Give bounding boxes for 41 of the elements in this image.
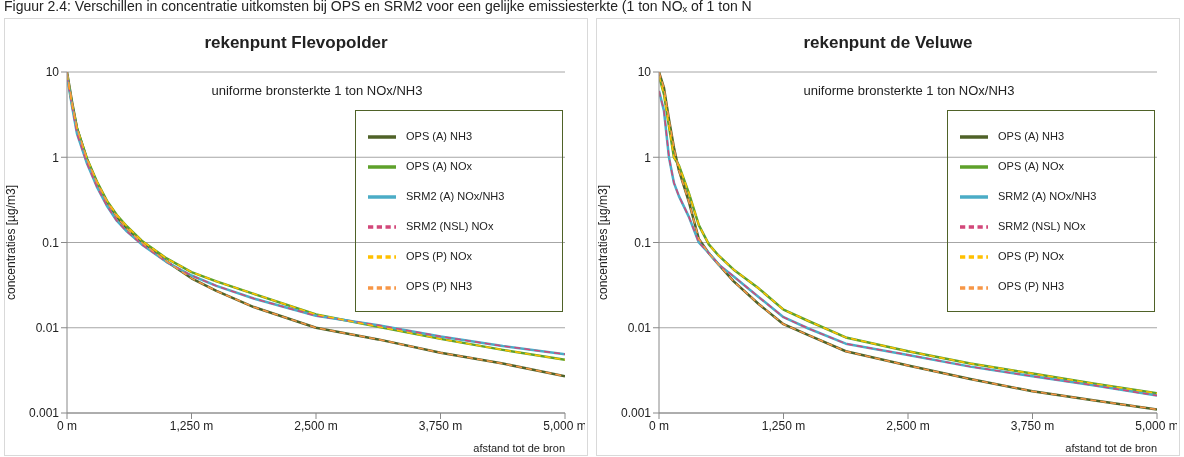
y-tick-label: 0.01 bbox=[627, 321, 652, 336]
x-tick-label: 0 m bbox=[648, 418, 670, 433]
x-tick-label: 3,750 m bbox=[1010, 418, 1055, 433]
y-tick-label: 10 bbox=[45, 65, 60, 80]
legend-label: OPS (P) NOx bbox=[406, 250, 473, 263]
legend-label: OPS (A) NOx bbox=[406, 160, 473, 173]
legend-label: SRM2 (NSL) NOx bbox=[998, 220, 1086, 233]
text: Figuur 2.4: Verschillen in concentratie uitkomsten bij OPS en SRM2 voor een gelijke emissiesterkte (1 ton NOₓ of 1 ton N bbox=[4, 0, 752, 14]
y-tick-label: 0.1 bbox=[42, 235, 60, 250]
text: uniforme bronsterkte 1 ton NOx/NH3 bbox=[802, 83, 1016, 98]
x-tick-label: 1,250 m bbox=[761, 418, 806, 433]
legend-label: SRM2 (A) NOx/NH3 bbox=[998, 190, 1097, 203]
y-tick-label: 1 bbox=[52, 150, 60, 165]
y-tick-label: 0.001 bbox=[620, 406, 652, 421]
legend-label: OPS (A) NOx bbox=[998, 160, 1065, 173]
y-tick-label: 0.1 bbox=[634, 235, 652, 250]
x-tick-label: 5,000 m bbox=[543, 418, 587, 433]
text: uniforme bronsterkte 1 ton NOx/NH3 bbox=[210, 83, 424, 98]
legend-label: SRM2 (NSL) NOx bbox=[406, 220, 494, 233]
y-tick-label: 10 bbox=[637, 65, 652, 80]
x-tick-label: 1,250 m bbox=[169, 418, 214, 433]
y-axis-title: concentraties [µg/m3] bbox=[4, 185, 19, 300]
x-tick-label: 0 m bbox=[56, 418, 78, 433]
chart-title: rekenpunt de Veluwe bbox=[802, 33, 974, 53]
y-tick-label: 0.01 bbox=[35, 321, 60, 336]
legend-label: SRM2 (A) NOx/NH3 bbox=[406, 190, 505, 203]
y-tick-label: 1 bbox=[644, 150, 652, 165]
chart-title: rekenpunt Flevopolder bbox=[203, 33, 389, 53]
y-axis-title: concentraties [µg/m3] bbox=[596, 185, 611, 300]
x-tick-label: 2,500 m bbox=[886, 418, 930, 433]
legend-label: OPS (P) NH3 bbox=[998, 280, 1065, 293]
legend-label: OPS (P) NOx bbox=[998, 250, 1065, 263]
legend-label: OPS (A) NH3 bbox=[406, 130, 473, 142]
y-tick-label: 0.001 bbox=[28, 406, 60, 421]
legend-label: OPS (A) NH3 bbox=[998, 130, 1065, 142]
legend-label: OPS (P) NH3 bbox=[406, 280, 473, 293]
x-tick-label: 3,750 m bbox=[418, 418, 463, 433]
x-axis-title: afstand tot de bron bbox=[473, 442, 565, 454]
x-tick-label: 2,500 m bbox=[294, 418, 338, 433]
x-tick-label: 5,000 m bbox=[1135, 418, 1179, 433]
x-axis-title: afstand tot de bron bbox=[1065, 442, 1157, 454]
